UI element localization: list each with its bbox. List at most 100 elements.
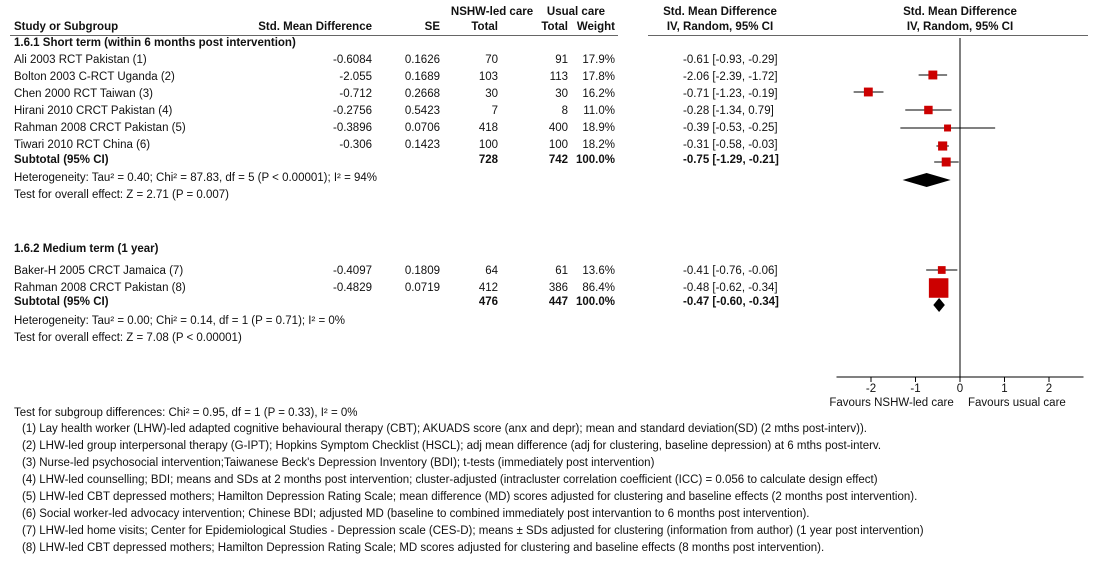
study-name: Hirani 2010 CRCT Pakistan (4) [14,105,173,117]
study-total-2: 91 [555,54,568,66]
overall-effect-text: Test for overall effect: Z = 2.71 (P = 0… [14,189,229,201]
study-smd: -0.712 [339,88,372,100]
study-marker [924,105,933,115]
study-smd: -0.3896 [332,122,372,134]
header-rule [10,35,618,36]
study-ci: -0.41 [-0.76, -0.06] [683,265,778,277]
subtotal-ci: -0.75 [-1.29, -0.21] [683,154,779,166]
header-nshw-led-care: NSHW-led care [450,6,534,18]
study-ci: -0.48 [-0.62, -0.34] [683,282,778,294]
study-smd: -0.2756 [332,105,372,117]
heterogeneity-text: Heterogeneity: Tau² = 0.00; Chi² = 0.14,… [14,315,346,327]
subtotal-diamond [933,298,945,312]
footnote: (3) Nurse-led psychosocial intervention;… [22,457,655,469]
study-total-2: 8 [561,105,568,117]
subtotal-weight: 100.0% [575,154,615,166]
study-total-1: 103 [478,71,498,83]
study-weight: 11.0% [583,105,615,117]
x-tick-label: 1 [1001,383,1007,395]
x-tick-label: 0 [957,383,963,395]
header-plot-ci: IV, Random, 95% CI [906,21,1014,33]
study-smd: -0.4829 [332,282,372,294]
study-total-2: 100 [548,139,568,151]
study-total-1: 7 [491,105,498,117]
footnote: (5) LHW-led CBT depressed mothers; Hamil… [22,491,918,503]
study-se: 0.5423 [404,105,440,117]
study-se: 0.1626 [404,54,440,66]
x-tick-label: -2 [866,383,876,395]
study-name: Baker-H 2005 CRCT Jamaica (7) [14,265,184,277]
study-total-2: 113 [549,71,568,83]
study-weight: 18.2% [582,139,615,151]
study-name: Bolton 2003 C-RCT Uganda (2) [14,71,175,83]
subtotal-weight: 100.0% [575,296,615,308]
footnote: (7) LHW-led home visits; Center for Epid… [22,525,924,537]
header-total-1: Total [471,21,498,33]
study-marker [938,141,948,151]
study-total-2: 30 [555,88,568,100]
header-study: Study or Subgroup [14,21,119,33]
study-smd: -0.4097 [332,265,372,277]
study-smd: -0.306 [339,139,372,151]
subtotal-label: Subtotal (95% CI) [14,296,109,308]
favours-left-label: Favours NSHW-led care [829,397,953,409]
subgroup-2-title: 1.6.2 Medium term (1 year) [14,243,159,255]
study-total-1: 418 [478,122,498,134]
study-ci: -0.28 [-1.34, 0.79] [683,105,774,117]
study-se: 0.0706 [404,122,440,134]
subgroup-1-title: 1.6.1 Short term (within 6 months post i… [14,37,296,49]
header-smd-col: Std. Mean Difference [258,21,372,33]
study-total-1: 64 [485,265,498,277]
study-ci: -0.71 [-1.23, -0.19] [683,88,778,100]
study-name: Tiwari 2010 RCT China (6) [14,139,151,151]
study-smd: -0.6084 [332,54,372,66]
x-tick-label: 2 [1046,383,1052,395]
header-rule-right [648,35,1088,36]
header-total-2: Total [541,21,568,33]
study-total-1: 100 [478,139,498,151]
footnote: (4) LHW-led counselling; BDI; means and … [22,474,878,486]
study-weight: 16.2% [582,88,615,100]
study-se: 0.1809 [404,265,440,277]
study-total-1: 70 [485,54,498,66]
x-tick-label: -1 [910,383,920,395]
study-se: 0.0719 [404,282,440,294]
study-se: 0.1423 [404,139,440,151]
study-marker [928,278,949,298]
subgroup-differences-text: Test for subgroup differences: Chi² = 0.… [14,407,358,419]
study-marker [941,157,951,167]
subtotal-total-1: 728 [478,154,498,166]
header-plot-smd: Std. Mean Difference [903,6,1017,18]
study-weight: 86.4% [582,282,615,294]
study-ci: -0.31 [-0.58, -0.03] [683,139,778,151]
study-se: 0.1689 [404,71,440,83]
study-total-2: 386 [548,282,568,294]
heterogeneity-text: Heterogeneity: Tau² = 0.40; Chi² = 87.83… [14,172,378,184]
subtotal-total-1: 476 [478,296,498,308]
subtotal-total-2: 447 [548,296,568,308]
study-se: 0.2668 [404,88,440,100]
study-name: Chen 2000 RCT Taiwan (3) [14,88,153,100]
footnote: (6) Social worker-led advocacy intervent… [22,508,810,520]
study-ci: -0.61 [-0.93, -0.29] [683,54,778,66]
study-marker [937,266,946,274]
overall-effect-text: Test for overall effect: Z = 7.08 (P < 0… [14,332,242,344]
study-weight: 13.6% [582,265,615,277]
study-weight: 17.9% [582,54,615,66]
header-usual-care: Usual care [546,6,606,18]
study-name: Rahman 2008 CRCT Pakistan (5) [14,122,186,134]
subtotal-diamond [902,173,951,187]
footnote: (2) LHW-led group interpersonal therapy … [22,440,882,452]
study-total-1: 30 [485,88,498,100]
study-name: Ali 2003 RCT Pakistan (1) [14,54,147,66]
subtotal-total-2: 742 [548,154,568,166]
footnote: (1) Lay health worker (LHW)-led adapted … [22,423,867,435]
study-name: Rahman 2008 CRCT Pakistan (8) [14,282,186,294]
study-weight: 18.9% [582,122,615,134]
study-total-2: 61 [555,265,568,277]
study-marker [944,124,952,132]
study-smd: -2.055 [339,71,372,83]
subtotal-ci: -0.47 [-0.60, -0.34] [683,296,779,308]
subtotal-label: Subtotal (95% CI) [14,154,109,166]
